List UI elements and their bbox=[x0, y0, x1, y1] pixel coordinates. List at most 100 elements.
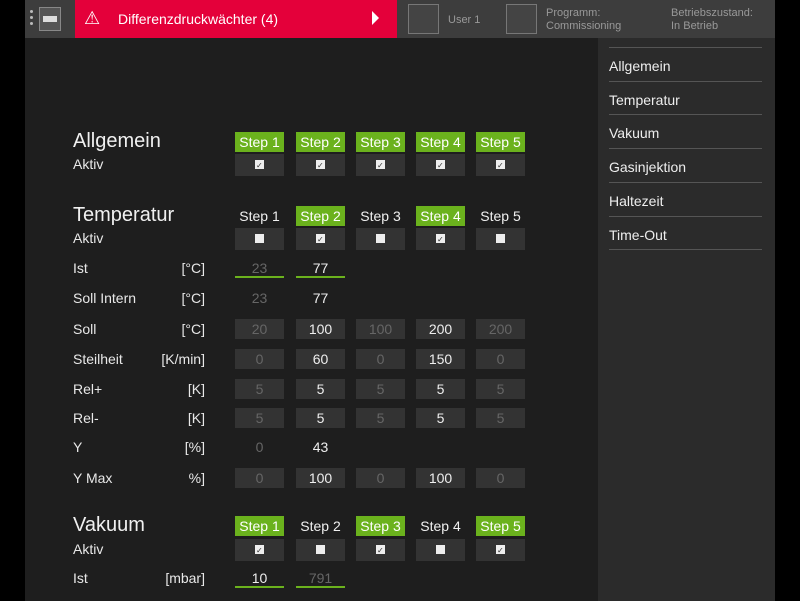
row-label: Aktiv bbox=[73, 230, 104, 246]
state-value: In Betrieb bbox=[671, 20, 719, 32]
actual-value: 791 bbox=[296, 568, 345, 588]
value-input[interactable]: 5 bbox=[416, 379, 465, 399]
row-unit: [°C] bbox=[181, 321, 206, 337]
row-label: Aktiv bbox=[73, 156, 104, 172]
checkbox-checked-icon bbox=[316, 156, 325, 176]
value-input[interactable]: 0 bbox=[476, 468, 525, 488]
step-header: Step 5 bbox=[476, 132, 525, 152]
value-input[interactable]: 5 bbox=[235, 379, 284, 399]
value-input[interactable]: 100 bbox=[416, 468, 465, 488]
warning-icon: ⚠ bbox=[84, 8, 101, 28]
checkbox-checked-icon bbox=[376, 156, 385, 176]
step-checkbox[interactable] bbox=[476, 539, 525, 561]
step-checkbox[interactable] bbox=[235, 154, 284, 176]
value-input[interactable]: 60 bbox=[296, 349, 345, 369]
value-input[interactable]: 5 bbox=[476, 408, 525, 428]
value-input[interactable]: 0 bbox=[235, 349, 284, 369]
value-input[interactable]: 5 bbox=[476, 379, 525, 399]
value-input[interactable]: 0 bbox=[476, 349, 525, 369]
more-icon bbox=[30, 10, 34, 28]
chevron-right-icon[interactable] bbox=[372, 11, 379, 25]
step-checkbox[interactable] bbox=[296, 539, 345, 561]
step-checkbox[interactable] bbox=[235, 228, 284, 250]
actual-value: 77 bbox=[296, 258, 345, 278]
step-checkbox[interactable] bbox=[476, 154, 525, 176]
value-input[interactable]: 0 bbox=[356, 349, 405, 369]
value-input[interactable]: 5 bbox=[296, 379, 345, 399]
checkbox-icon bbox=[496, 234, 505, 243]
row-unit: [°C] bbox=[181, 290, 206, 306]
section-title: Allgemein bbox=[73, 130, 161, 152]
step-checkbox[interactable] bbox=[235, 539, 284, 561]
value-input[interactable]: 100 bbox=[356, 319, 405, 339]
row-unit: [%] bbox=[184, 439, 205, 455]
menu-button[interactable] bbox=[25, 0, 75, 38]
row-unit: [mbar] bbox=[165, 570, 205, 586]
row-label: Ist bbox=[73, 570, 88, 586]
step-header: Step 2 bbox=[296, 132, 345, 152]
checkbox-checked-icon bbox=[316, 230, 325, 250]
checkbox-checked-icon bbox=[255, 156, 264, 176]
sidebar-item-haltezeit[interactable]: Haltezeit bbox=[609, 181, 762, 216]
sidebar-divider bbox=[609, 249, 762, 283]
step-checkbox[interactable] bbox=[476, 228, 525, 250]
row-label: Soll Intern bbox=[73, 290, 137, 306]
row-unit: [°C] bbox=[181, 260, 206, 276]
sidebar-item-temperatur[interactable]: Temperatur bbox=[609, 80, 762, 115]
value-input[interactable]: 5 bbox=[296, 408, 345, 428]
alarm-banner[interactable]: ⚠ Differenzdruckwächter (4) bbox=[75, 0, 397, 38]
step-checkbox[interactable] bbox=[296, 228, 345, 250]
row-unit: %] bbox=[188, 470, 205, 486]
step-checkbox[interactable] bbox=[356, 228, 405, 250]
checkbox-checked-icon bbox=[496, 541, 505, 561]
step-checkbox[interactable] bbox=[356, 154, 405, 176]
user-icon[interactable] bbox=[408, 4, 439, 34]
value-input[interactable]: 20 bbox=[235, 319, 284, 339]
step-header: Step 4 bbox=[416, 132, 465, 152]
value-input[interactable]: 5 bbox=[356, 408, 405, 428]
row-label: Soll bbox=[73, 321, 97, 337]
program-icon[interactable] bbox=[506, 4, 537, 34]
row-label: Y Max bbox=[73, 470, 113, 486]
value-input[interactable]: 0 bbox=[235, 468, 284, 488]
row-label: Rel+ bbox=[73, 381, 103, 397]
checkbox-checked-icon bbox=[496, 156, 505, 176]
row-unit: [K/min] bbox=[161, 351, 205, 367]
value-input[interactable]: 5 bbox=[235, 408, 284, 428]
row-label: Rel- bbox=[73, 410, 99, 426]
step-header: Step 3 bbox=[356, 132, 405, 152]
step-checkbox[interactable] bbox=[296, 154, 345, 176]
program-value: Commissioning bbox=[546, 20, 622, 32]
sidebar-item-allgemein[interactable]: Allgemein bbox=[609, 47, 762, 81]
step-header: Step 4 bbox=[420, 518, 461, 534]
value-input[interactable]: 100 bbox=[296, 468, 345, 488]
value-input[interactable]: 150 bbox=[416, 349, 465, 369]
actual-value: 23 bbox=[235, 258, 284, 278]
program-label: Programm: bbox=[546, 7, 601, 19]
value-input[interactable]: 200 bbox=[416, 319, 465, 339]
alarm-text: Differenzdruckwächter (4) bbox=[118, 11, 279, 27]
state-label: Betriebszustand: bbox=[671, 7, 753, 19]
step-header: Step 3 bbox=[360, 208, 401, 224]
step-header: Step 5 bbox=[476, 516, 525, 536]
readout-value: 0 bbox=[255, 439, 264, 455]
machine-icon bbox=[39, 7, 61, 31]
sidebar-item-vakuum[interactable]: Vakuum bbox=[609, 114, 762, 148]
value-input[interactable]: 5 bbox=[416, 408, 465, 428]
sidebar-item-gasinjektion[interactable]: Gasinjektion bbox=[609, 148, 762, 182]
sidebar: Allgemein Temperatur Vakuum Gasinjektion Hal… bbox=[598, 38, 775, 601]
step-checkbox[interactable] bbox=[416, 539, 465, 561]
checkbox-icon bbox=[255, 234, 264, 243]
value-input[interactable]: 200 bbox=[476, 319, 525, 339]
row-unit: [K] bbox=[187, 381, 205, 397]
value-input[interactable]: 0 bbox=[356, 468, 405, 488]
step-header: Step 2 bbox=[300, 518, 341, 534]
step-checkbox[interactable] bbox=[416, 154, 465, 176]
sidebar-item-time-out[interactable]: Time-Out bbox=[609, 215, 762, 250]
value-input[interactable]: 100 bbox=[296, 319, 345, 339]
value-input[interactable]: 5 bbox=[356, 379, 405, 399]
row-label: Aktiv bbox=[73, 541, 104, 557]
row-unit: [K] bbox=[187, 410, 205, 426]
step-checkbox[interactable] bbox=[416, 228, 465, 250]
step-checkbox[interactable] bbox=[356, 539, 405, 561]
